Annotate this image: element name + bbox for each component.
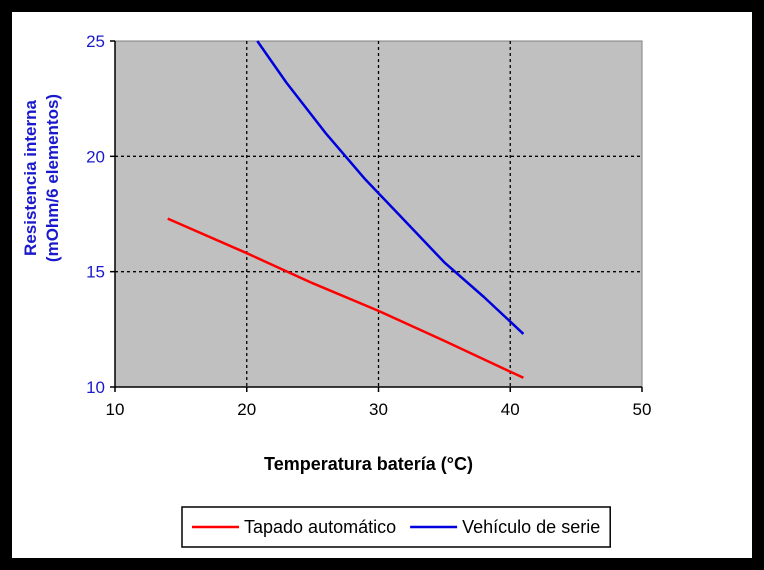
series-line [167, 217, 524, 379]
y-axis-label-line-1: Resistencia interna [21, 100, 40, 256]
x-tick-label: 50 [633, 400, 652, 419]
tick-labels: 10 20 30 40 50 10 15 20 25 [86, 32, 651, 419]
y-axis-label: Resistencia interna (mOhm/6 elementos) [21, 94, 62, 262]
x-tick-label: 20 [237, 400, 256, 419]
y-axis-label-line-2: (mOhm/6 elementos) [43, 94, 62, 262]
legend-box [181, 506, 611, 548]
grid-lines [115, 41, 642, 387]
x-axis-label: Temperatura batería (°C) [264, 454, 473, 474]
series-line [256, 40, 525, 335]
y-tick-label: 10 [86, 378, 105, 397]
x-tick-label: 30 [369, 400, 388, 419]
x-tick-label: 10 [106, 400, 125, 419]
chart-frame: 10 20 30 40 50 10 15 20 25 Temperatura batería (… [12, 12, 752, 558]
legend-entry: Tapado automático [244, 517, 396, 537]
x-tick-label: 40 [501, 400, 520, 419]
legend: Tapado automático Vehículo de serie [181, 506, 611, 548]
line-chart: 10 20 30 40 50 10 15 20 25 Temperatura batería (… [21, 32, 651, 548]
y-tick-label: 15 [86, 263, 105, 282]
y-tick-label: 25 [86, 32, 105, 51]
legend-entry: Vehículo de serie [462, 517, 600, 537]
y-tick-label: 20 [86, 147, 105, 166]
axes [110, 40, 643, 392]
series-lines [167, 40, 525, 379]
